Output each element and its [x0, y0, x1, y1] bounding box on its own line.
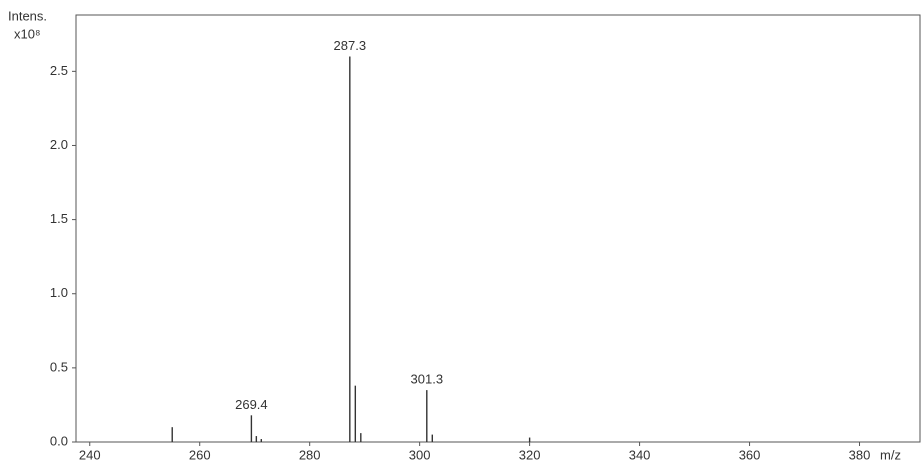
y-multiplier: x10⁸: [14, 26, 40, 41]
x-axis-label: m/z: [880, 447, 901, 462]
peak-label: 269.4: [235, 397, 268, 412]
x-tick-label: 240: [79, 447, 101, 462]
y-axis-label: Intens.: [8, 8, 47, 23]
peak-label: 301.3: [411, 372, 444, 387]
x-tick-label: 280: [299, 447, 321, 462]
y-tick-label: 1.0: [50, 285, 68, 300]
x-tick-label: 260: [189, 447, 211, 462]
y-tick-label: 2.0: [50, 137, 68, 152]
x-tick-label: 340: [629, 447, 651, 462]
y-tick-label: 0.5: [50, 359, 68, 374]
plot-frame: [75, 14, 921, 443]
x-tick-label: 380: [849, 447, 871, 462]
y-tick-label: 1.5: [50, 211, 68, 226]
peak-label: 287.3: [334, 38, 367, 53]
y-tick-label: 0.0: [50, 433, 68, 448]
y-tick-label: 2.5: [50, 63, 68, 78]
x-tick-label: 300: [409, 447, 431, 462]
x-tick-label: 360: [739, 447, 761, 462]
x-tick-label: 320: [519, 447, 541, 462]
